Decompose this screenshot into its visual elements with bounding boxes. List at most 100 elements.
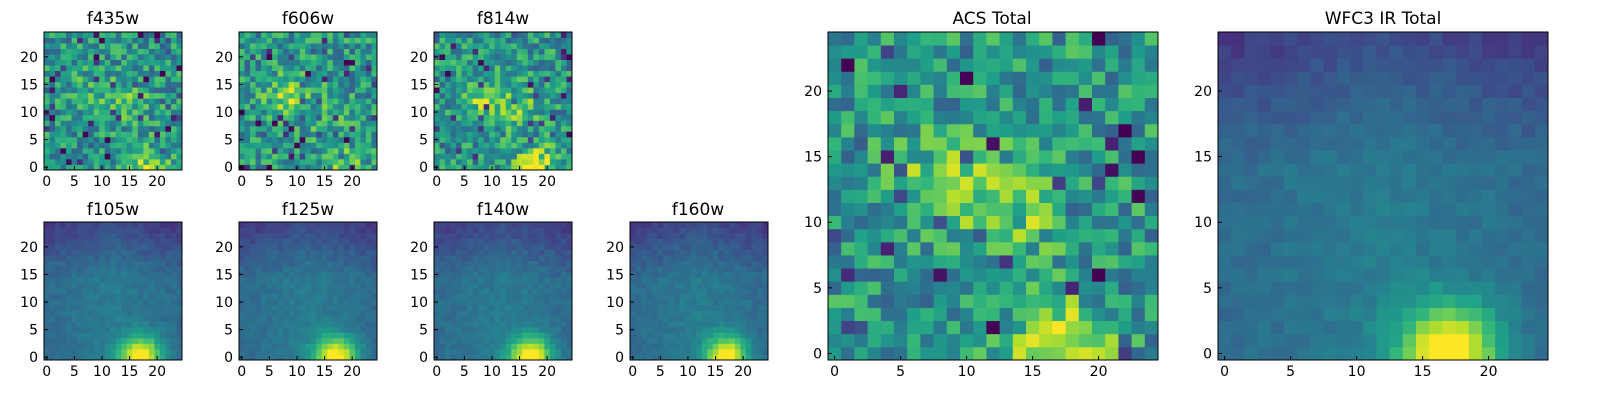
heatmap-cell: [511, 87, 518, 94]
heatmap-cell: [527, 136, 534, 143]
heatmap-cell: [461, 293, 468, 300]
heatmap-cell: [505, 153, 512, 160]
heatmap-cell: [66, 288, 72, 295]
heatmap-cell: [657, 255, 664, 262]
heatmap-cell: [299, 277, 306, 284]
heatmap-cell: [538, 136, 545, 143]
heatmap-cell: [371, 131, 378, 138]
heatmap-cell: [505, 343, 512, 350]
heatmap-cell: [60, 304, 67, 311]
heatmap-cell: [555, 271, 562, 278]
heatmap-cell: [170, 98, 177, 105]
heatmap-cell: [494, 131, 501, 138]
heatmap-cell: [115, 354, 122, 361]
heatmap-cell: [261, 255, 267, 262]
heatmap-cell: [148, 98, 155, 105]
heatmap-cell: [305, 59, 312, 66]
heatmap-cell: [250, 54, 256, 60]
heatmap-cell: [894, 241, 908, 256]
heatmap-cell: [434, 153, 440, 160]
heatmap-cell: [154, 147, 161, 154]
heatmap-cell: [723, 249, 730, 256]
heatmap-cell: [143, 277, 150, 284]
heatmap-cell: [244, 282, 251, 289]
heatmap-cell: [500, 277, 507, 284]
heatmap-cell: [115, 266, 122, 273]
heatmap-cell: [555, 131, 562, 138]
heatmap-cell: [456, 337, 462, 344]
heatmap-cell: [244, 271, 251, 278]
heatmap-cell: [472, 43, 479, 49]
heatmap-cell: [250, 354, 256, 361]
heatmap-cell: [538, 114, 545, 121]
heatmap-cell: [566, 98, 573, 105]
heatmap-cell: [310, 326, 317, 333]
x-tick-label: 20: [148, 364, 166, 380]
heatmap-cell: [641, 321, 647, 328]
heatmap-cell: [439, 103, 446, 110]
heatmap-cell: [674, 271, 681, 278]
heatmap-cell: [641, 315, 647, 322]
heatmap-cell: [461, 43, 468, 49]
heatmap-cell: [489, 233, 496, 239]
heatmap-cell: [434, 98, 440, 105]
heatmap-cell: [723, 260, 730, 267]
heatmap-cell: [478, 147, 485, 154]
heatmap-cell: [49, 348, 56, 355]
heatmap-cell: [132, 125, 139, 132]
heatmap-cell: [176, 103, 183, 110]
heatmap-cell: [450, 54, 457, 60]
heatmap-cell: [143, 299, 150, 306]
heatmap-cell: [310, 92, 317, 99]
heatmap-cell: [560, 76, 567, 83]
heatmap-cell: [371, 65, 378, 72]
heatmap-cell: [110, 337, 117, 344]
heatmap-cell: [907, 163, 921, 177]
heatmap-cell: [439, 315, 446, 322]
heatmap-cell: [371, 164, 378, 171]
heatmap-cell: [165, 92, 172, 99]
heatmap-cell: [321, 249, 328, 256]
heatmap-cell: [60, 326, 67, 333]
heatmap-cell: [55, 43, 61, 49]
heatmap-cell: [1026, 294, 1040, 308]
heatmap-cell: [239, 98, 245, 105]
heatmap-cell: [841, 346, 855, 361]
heatmap-cell: [115, 131, 122, 138]
heatmap-cell: [472, 304, 479, 311]
heatmap-cell: [176, 337, 183, 344]
heatmap-cell: [137, 103, 144, 110]
heatmap-cell: [461, 288, 468, 295]
heatmap-cell: [701, 310, 708, 317]
heatmap-cell: [854, 255, 868, 269]
heatmap-cell: [170, 65, 177, 72]
heatmap-cell: [365, 343, 372, 350]
heatmap-cell: [283, 92, 290, 99]
heatmap-cell: [505, 120, 512, 127]
heatmap-cell: [316, 120, 323, 127]
heatmap-cell: [49, 120, 56, 127]
heatmap-cell: [77, 299, 84, 306]
heatmap-cell: [461, 277, 468, 284]
heatmap-cell: [657, 304, 664, 311]
heatmap-cell: [762, 244, 769, 250]
heatmap-cell: [66, 233, 72, 239]
heatmap-cell: [494, 59, 501, 66]
heatmap-cell: [143, 348, 150, 355]
heatmap-cell: [494, 249, 501, 256]
heatmap-cell: [434, 125, 440, 132]
heatmap-cell: [165, 65, 172, 72]
heatmap-cell: [641, 238, 647, 245]
heatmap-cell: [461, 109, 468, 116]
heatmap-cell: [354, 260, 361, 267]
heatmap-cell: [93, 164, 100, 171]
heatmap-cell: [566, 348, 573, 355]
heatmap-cell: [49, 299, 56, 306]
heatmap-cell: [668, 227, 675, 234]
heatmap-cell: [467, 136, 474, 143]
heatmap-cell: [327, 164, 334, 171]
heatmap-cell: [126, 266, 133, 273]
heatmap-cell: [445, 59, 451, 66]
heatmap-cell: [500, 48, 507, 55]
heatmap-cell: [143, 310, 150, 317]
